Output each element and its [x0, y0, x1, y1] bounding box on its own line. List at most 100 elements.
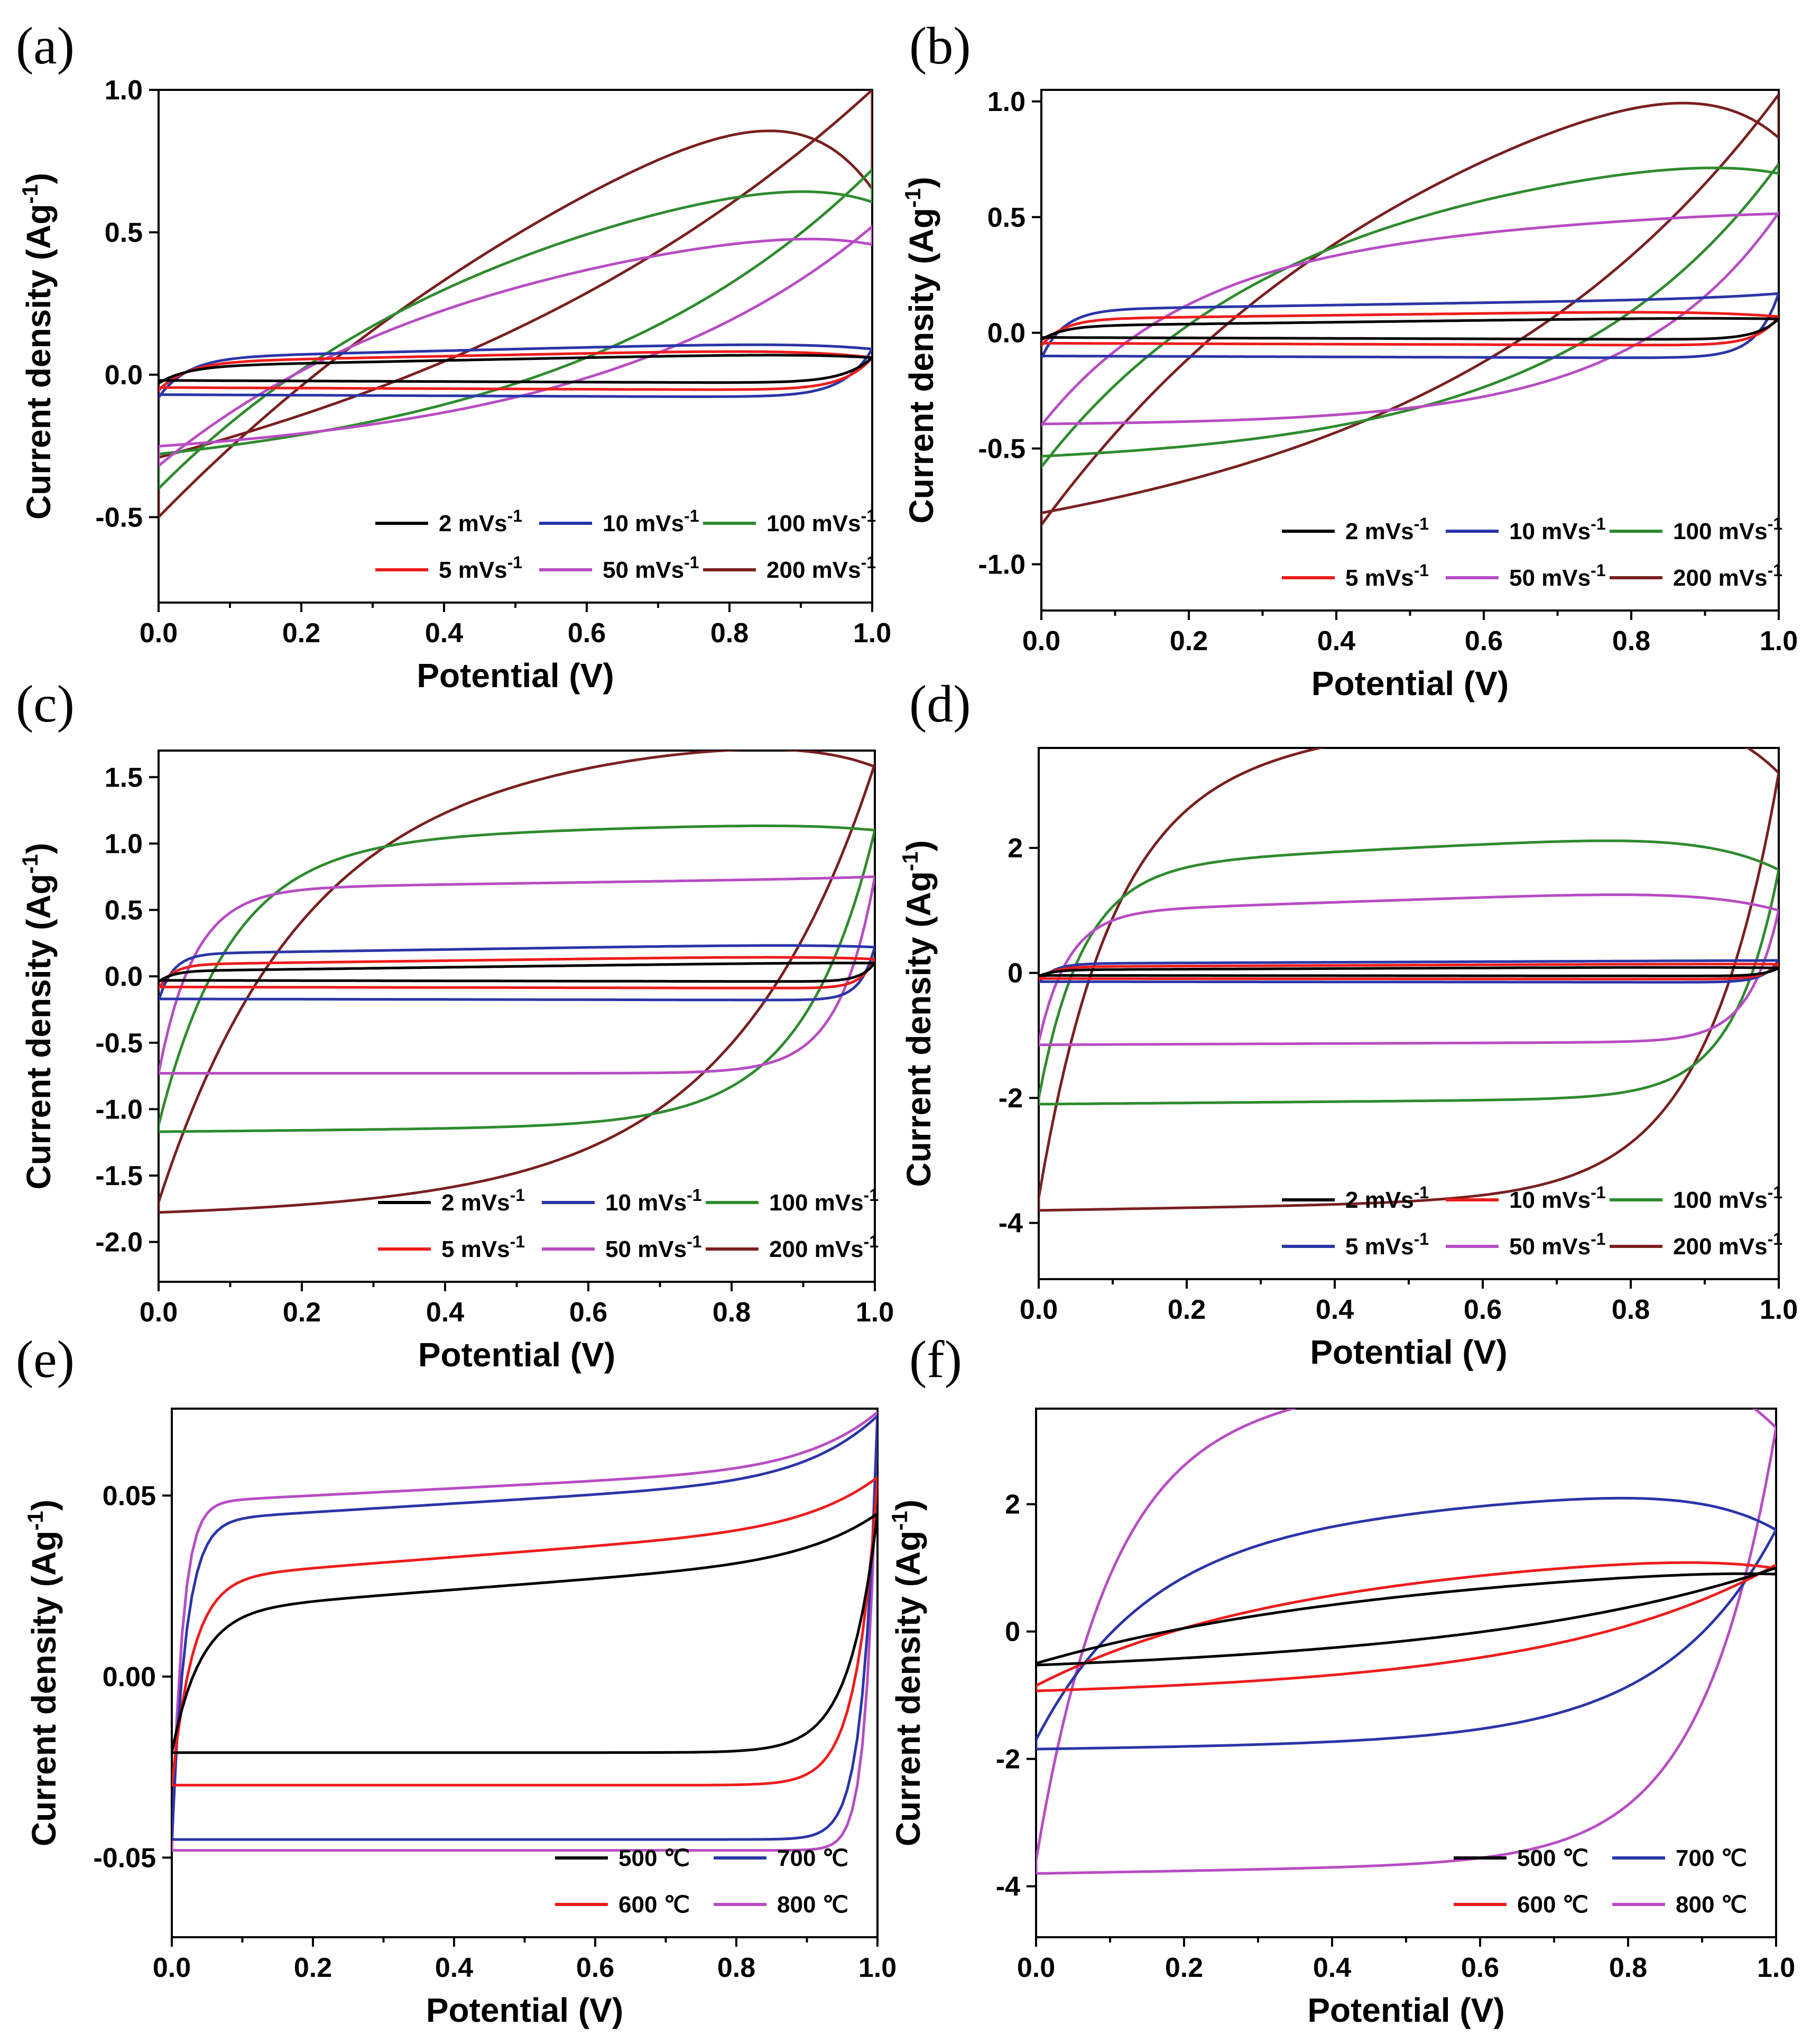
y-tick-label: 1.0	[987, 87, 1025, 117]
x-tick-label: 0.2	[1170, 626, 1208, 656]
legend: 2 mVs-1 10 mVs-1 100 mVs-1 5 mVs-1 50 mVs-1 2…	[1282, 1183, 1782, 1260]
y-tick-label: 0.00	[103, 1662, 156, 1692]
x-tick-label: 0.0	[140, 1297, 178, 1328]
legend-label: 5 mVs-1	[1345, 561, 1429, 591]
x-tick-label: 1.0	[1760, 626, 1798, 656]
cv-curve-3	[159, 225, 872, 467]
legend-label: 700 ℃	[777, 1845, 848, 1871]
legend-label: 100 mVs-1	[766, 506, 876, 537]
x-tick-label: 0.6	[576, 1953, 614, 1983]
y-tick-label: 0	[1005, 1617, 1020, 1648]
y-axis-title: Current density (Ag-1)	[17, 843, 58, 1189]
y-tick-label: 1.5	[105, 762, 143, 793]
panel-label: (e)	[16, 1330, 75, 1389]
panel-d: (d) 0.0 0.2 0.4 0.6 0.8 1.0 -4 -2 0 2 Potential (V)…	[898, 674, 1798, 1371]
x-tick-label: 0.2	[294, 1953, 332, 1983]
legend-label: 200 mVs-1	[766, 553, 876, 583]
cv-curve-0	[159, 961, 875, 983]
panel-label: (b)	[909, 16, 971, 75]
y-tick-label: 2	[1005, 1490, 1020, 1520]
y-axis-title: Current density (Ag-1)	[900, 177, 940, 523]
legend-label: 2 mVs-1	[1345, 1183, 1429, 1213]
legend-label: 100 mVs-1	[1673, 1183, 1782, 1213]
x-tick-label: 1.0	[1760, 1294, 1798, 1325]
x-tick-label: 0.2	[1165, 1953, 1203, 1983]
x-tick-label: 0.0	[140, 618, 178, 649]
cv-curve-0	[172, 1512, 877, 1754]
legend: 2 mVs-1 10 mVs-1 100 mVs-1 5 mVs-1 50 mVs-1 2…	[378, 1186, 879, 1262]
x-tick-label: 0.8	[717, 1953, 755, 1983]
panel-label: (f)	[909, 1330, 962, 1389]
y-tick-label: 2	[1008, 833, 1023, 864]
x-tick-label: 0.8	[1612, 1294, 1650, 1325]
y-tick-label: 0.0	[105, 360, 143, 391]
y-tick-label: -1.5	[95, 1161, 143, 1191]
legend: 500 ℃ 700 ℃ 600 ℃ 800 ℃	[1454, 1845, 1747, 1918]
x-tick-label: 0.2	[1168, 1294, 1206, 1325]
y-tick-label: -2	[999, 1083, 1023, 1114]
cv-curve-2	[1036, 1496, 1776, 1751]
panel-a: (a) 0.0 0.2 0.4 0.6 0.8 1.0 -0.5 0.0 0.5 1.0 Potent…	[16, 16, 891, 695]
legend-label: 50 mVs-1	[1509, 561, 1606, 591]
legend-label: 2 mVs-1	[1345, 514, 1429, 544]
x-tick-label: 0.6	[1461, 1953, 1499, 1983]
y-tick-label: -0.5	[95, 1028, 143, 1059]
panel-b: (b) 0.0 0.2 0.4 0.6 0.8 1.0 -1.0 -0.5 0.0 0.5 1.0 Po…	[900, 16, 1798, 702]
x-axis-title: Potential (V)	[1310, 1333, 1507, 1371]
x-tick-label: 0.4	[425, 618, 463, 649]
cv-curve-2	[159, 944, 875, 1002]
legend-label: 2 mVs-1	[439, 506, 522, 537]
y-tick-label: -1.0	[95, 1094, 143, 1125]
x-tick-label: 0.8	[1612, 626, 1650, 656]
x-tick-label: 0.2	[282, 618, 320, 649]
legend-label: 200 mVs-1	[769, 1232, 879, 1262]
x-tick-label: 0.6	[1465, 626, 1503, 656]
x-tick-label: 1.0	[1757, 1953, 1795, 1983]
legend-label: 10 mVs-1	[1509, 1183, 1606, 1213]
y-tick-label: 0.5	[105, 217, 143, 248]
cv-curve-0	[1041, 317, 1779, 341]
x-tick-label: 0.4	[1313, 1953, 1351, 1983]
cv-curve-3	[1041, 211, 1779, 427]
y-axis-title: Current density (Ag-1)	[898, 840, 938, 1187]
legend: 2 mVs-1 10 mVs-1 100 mVs-1 5 mVs-1 50 mVs-1 2…	[375, 506, 876, 583]
cv-curve-0	[159, 354, 872, 385]
x-tick-label: 0.2	[283, 1297, 321, 1328]
cv-curve-3	[172, 1411, 877, 1852]
cv-curve-1	[1036, 1561, 1776, 1692]
curves	[1041, 93, 1779, 526]
x-tick-label: 0.8	[1609, 1953, 1647, 1983]
legend-label: 200 mVs-1	[1673, 1229, 1782, 1260]
cv-curve-5	[159, 751, 875, 1214]
legend: 2 mVs-1 10 mVs-1 100 mVs-1 5 mVs-1 50 mVs-1 2…	[1282, 514, 1782, 591]
x-tick-label: 0.0	[1022, 626, 1060, 656]
curves	[159, 90, 872, 519]
x-tick-label: 0.4	[1316, 1294, 1354, 1325]
x-tick-label: 0.8	[710, 618, 749, 649]
x-tick-label: 1.0	[858, 1953, 897, 1983]
cv-curve-4	[159, 824, 875, 1133]
y-tick-label: 0.0	[105, 961, 143, 992]
cv-curve-5	[159, 90, 872, 519]
cv-curve-2	[172, 1414, 877, 1841]
panel-label: (c)	[16, 674, 75, 733]
y-tick-label: 0.05	[103, 1481, 156, 1511]
legend-label: 200 mVs-1	[1673, 561, 1782, 591]
y-tick-label: -0.05	[93, 1843, 156, 1873]
legend-label: 800 ℃	[777, 1892, 848, 1918]
x-tick-label: 0.4	[426, 1297, 464, 1328]
cv-curve-4	[159, 168, 872, 490]
plot-frame	[158, 89, 873, 604]
legend-label: 100 mVs-1	[769, 1186, 879, 1216]
y-tick-label: 0.0	[987, 318, 1025, 349]
cv-curve-3	[159, 875, 875, 1075]
legend-label: 600 ℃	[618, 1892, 690, 1918]
legend-label: 10 mVs-1	[603, 506, 699, 537]
y-axis-title: Current density (Ag-1)	[23, 1500, 63, 1846]
y-tick-label: 0	[1008, 958, 1023, 989]
legend-label: 100 mVs-1	[1673, 514, 1782, 544]
y-axis-title: Current density (Ag-1)	[887, 1500, 927, 1846]
legend: 500 ℃ 700 ℃ 600 ℃ 800 ℃	[555, 1845, 848, 1918]
y-tick-label: 0.5	[105, 895, 143, 926]
legend-label: 700 ℃	[1676, 1845, 1747, 1871]
